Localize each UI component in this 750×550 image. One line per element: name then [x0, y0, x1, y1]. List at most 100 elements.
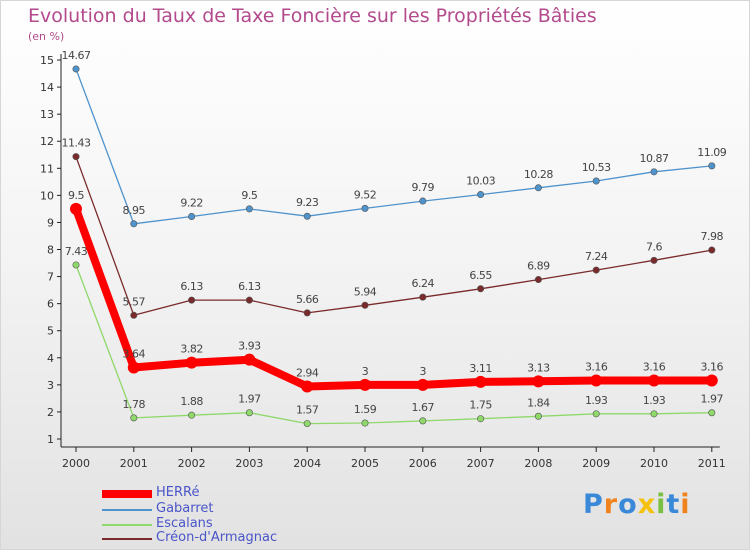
- data-label-herre-2011: 3.16: [701, 361, 724, 374]
- legend-label-gabarret: Gabarret: [156, 501, 214, 516]
- legend-swatch-herre: [102, 490, 152, 498]
- point-gabarret-2006: [419, 197, 427, 205]
- data-label-gabarret-2006: 9.79: [412, 181, 435, 194]
- proxiti-logo: Proxiti: [583, 489, 691, 520]
- point-gabarret-2000: [72, 65, 80, 73]
- y-tick-label-6: 6: [47, 298, 54, 311]
- x-tick-label-2010: 2010: [640, 457, 668, 470]
- data-label-herre-2010: 3.16: [643, 361, 666, 374]
- data-label-escalans-2008: 1.84: [527, 396, 550, 409]
- data-label-creon-d-armagnac-2000: 11.43: [62, 137, 91, 150]
- chart-subtitle: (en %): [28, 30, 65, 43]
- data-label-escalans-2010: 1.93: [643, 394, 666, 407]
- point-gabarret-2011: [708, 162, 716, 170]
- y-tick-label-1: 1: [47, 433, 54, 446]
- point-gabarret-2001: [130, 220, 138, 228]
- point-creon-d-armagnac-2009: [592, 266, 600, 274]
- point-herre-2005: [359, 378, 371, 391]
- logo-letter-0: P: [583, 489, 604, 520]
- point-creon-d-armagnac-2011: [708, 246, 716, 254]
- point-gabarret-2010: [650, 168, 658, 176]
- data-label-herre-2003: 3.93: [238, 340, 261, 353]
- series-line-herre: [72, 204, 716, 391]
- data-label-herre-2005: 3: [362, 365, 369, 378]
- point-herre-2003: [243, 353, 256, 366]
- point-creon-d-armagnac-2003: [245, 296, 253, 304]
- point-gabarret-2003: [245, 205, 253, 213]
- legend-label-creon: Créon-d'Armagnac: [156, 530, 278, 545]
- y-tick-label-8: 8: [47, 244, 54, 257]
- data-label-herre-2008: 3.13: [527, 361, 550, 374]
- point-herre-2006: [416, 378, 429, 391]
- data-label-creon-d-armagnac-2001: 5.57: [123, 295, 146, 308]
- data-label-creon-d-armagnac-2010: 7.6: [646, 240, 662, 253]
- y-tick-label-9: 9: [47, 216, 54, 229]
- point-escalans-2003: [245, 409, 253, 417]
- point-escalans-2008: [534, 412, 542, 420]
- data-label-escalans-2002: 1.88: [180, 395, 203, 408]
- data-label-creon-d-armagnac-2003: 6.13: [238, 280, 261, 293]
- chart-title: Evolution du Taux de Taxe Foncière sur l…: [28, 5, 597, 27]
- legend-label-escalans: Escalans: [156, 516, 213, 531]
- x-tick-label-2006: 2006: [409, 457, 437, 470]
- point-escalans-2011: [708, 409, 716, 417]
- data-label-creon-d-armagnac-2007: 6.55: [469, 269, 492, 282]
- point-gabarret-2005: [361, 204, 369, 212]
- point-escalans-2000: [72, 261, 80, 269]
- legend-swatch-gabarret: [102, 509, 152, 511]
- data-label-creon-d-armagnac-2004: 5.66: [296, 293, 319, 306]
- x-tick-label-2003: 2003: [235, 457, 263, 470]
- x-tick-label-2008: 2008: [524, 457, 552, 470]
- y-tick-label-11: 11: [40, 162, 54, 175]
- point-escalans-2005: [361, 419, 369, 427]
- point-gabarret-2008: [534, 184, 542, 192]
- y-tick-label-13: 13: [40, 108, 54, 121]
- logo-letter-1: r: [603, 489, 619, 520]
- data-label-gabarret-2002: 9.22: [180, 196, 203, 209]
- y-tick-label-5: 5: [47, 325, 54, 338]
- data-label-gabarret-2008: 10.28: [524, 168, 553, 181]
- data-label-creon-d-armagnac-2002: 6.13: [180, 280, 203, 293]
- series-line-escalans: [75, 264, 713, 425]
- y-tick-label-3: 3: [47, 379, 54, 392]
- data-label-herre-2004: 2.94: [296, 366, 319, 379]
- x-tick-label-2002: 2002: [178, 457, 206, 470]
- y-tick-label-12: 12: [40, 135, 54, 148]
- point-herre-2007: [474, 375, 487, 388]
- data-label-herre-2009: 3.16: [585, 361, 608, 374]
- point-herre-2000: [70, 202, 82, 215]
- data-label-gabarret-2007: 10.03: [466, 175, 495, 188]
- data-label-creon-d-armagnac-2008: 6.89: [527, 260, 550, 273]
- point-gabarret-2007: [477, 191, 485, 199]
- y-tick-label-14: 14: [40, 81, 54, 94]
- data-label-herre-2007: 3.11: [469, 362, 492, 375]
- data-label-escalans-2009: 1.93: [585, 394, 608, 407]
- legend-label-herre: HERRé: [156, 485, 200, 500]
- x-tick-label-2011: 2011: [698, 457, 726, 470]
- x-tick-label-2001: 2001: [120, 457, 148, 470]
- point-gabarret-2004: [303, 212, 311, 220]
- logo-letter-2: o: [618, 489, 638, 520]
- point-herre-2009: [590, 374, 603, 387]
- logo-letter-5: t: [666, 489, 681, 520]
- point-herre-2001: [127, 361, 140, 374]
- data-label-creon-d-armagnac-2011: 7.98: [701, 230, 724, 243]
- data-label-herre-2001: 3.64: [123, 348, 146, 361]
- series-line-creon-d-armagnac: [75, 156, 713, 316]
- x-tick-label-2004: 2004: [293, 457, 321, 470]
- point-escalans-2002: [188, 411, 196, 419]
- data-label-gabarret-2000: 14.67: [62, 49, 91, 62]
- x-tick-label-2005: 2005: [351, 457, 379, 470]
- data-label-gabarret-2009: 10.53: [582, 161, 611, 174]
- point-herre-2010: [648, 374, 660, 387]
- point-herre-2011: [705, 374, 718, 387]
- y-tick-label-7: 7: [47, 271, 54, 284]
- data-label-escalans-2007: 1.75: [469, 399, 492, 412]
- data-label-herre-2002: 3.82: [180, 343, 203, 356]
- point-creon-d-armagnac-2005: [361, 301, 369, 309]
- data-label-creon-d-armagnac-2006: 6.24: [412, 277, 435, 290]
- data-label-escalans-2003: 1.97: [238, 393, 261, 406]
- data-label-escalans-2006: 1.67: [412, 401, 435, 414]
- point-creon-d-armagnac-2001: [130, 311, 138, 319]
